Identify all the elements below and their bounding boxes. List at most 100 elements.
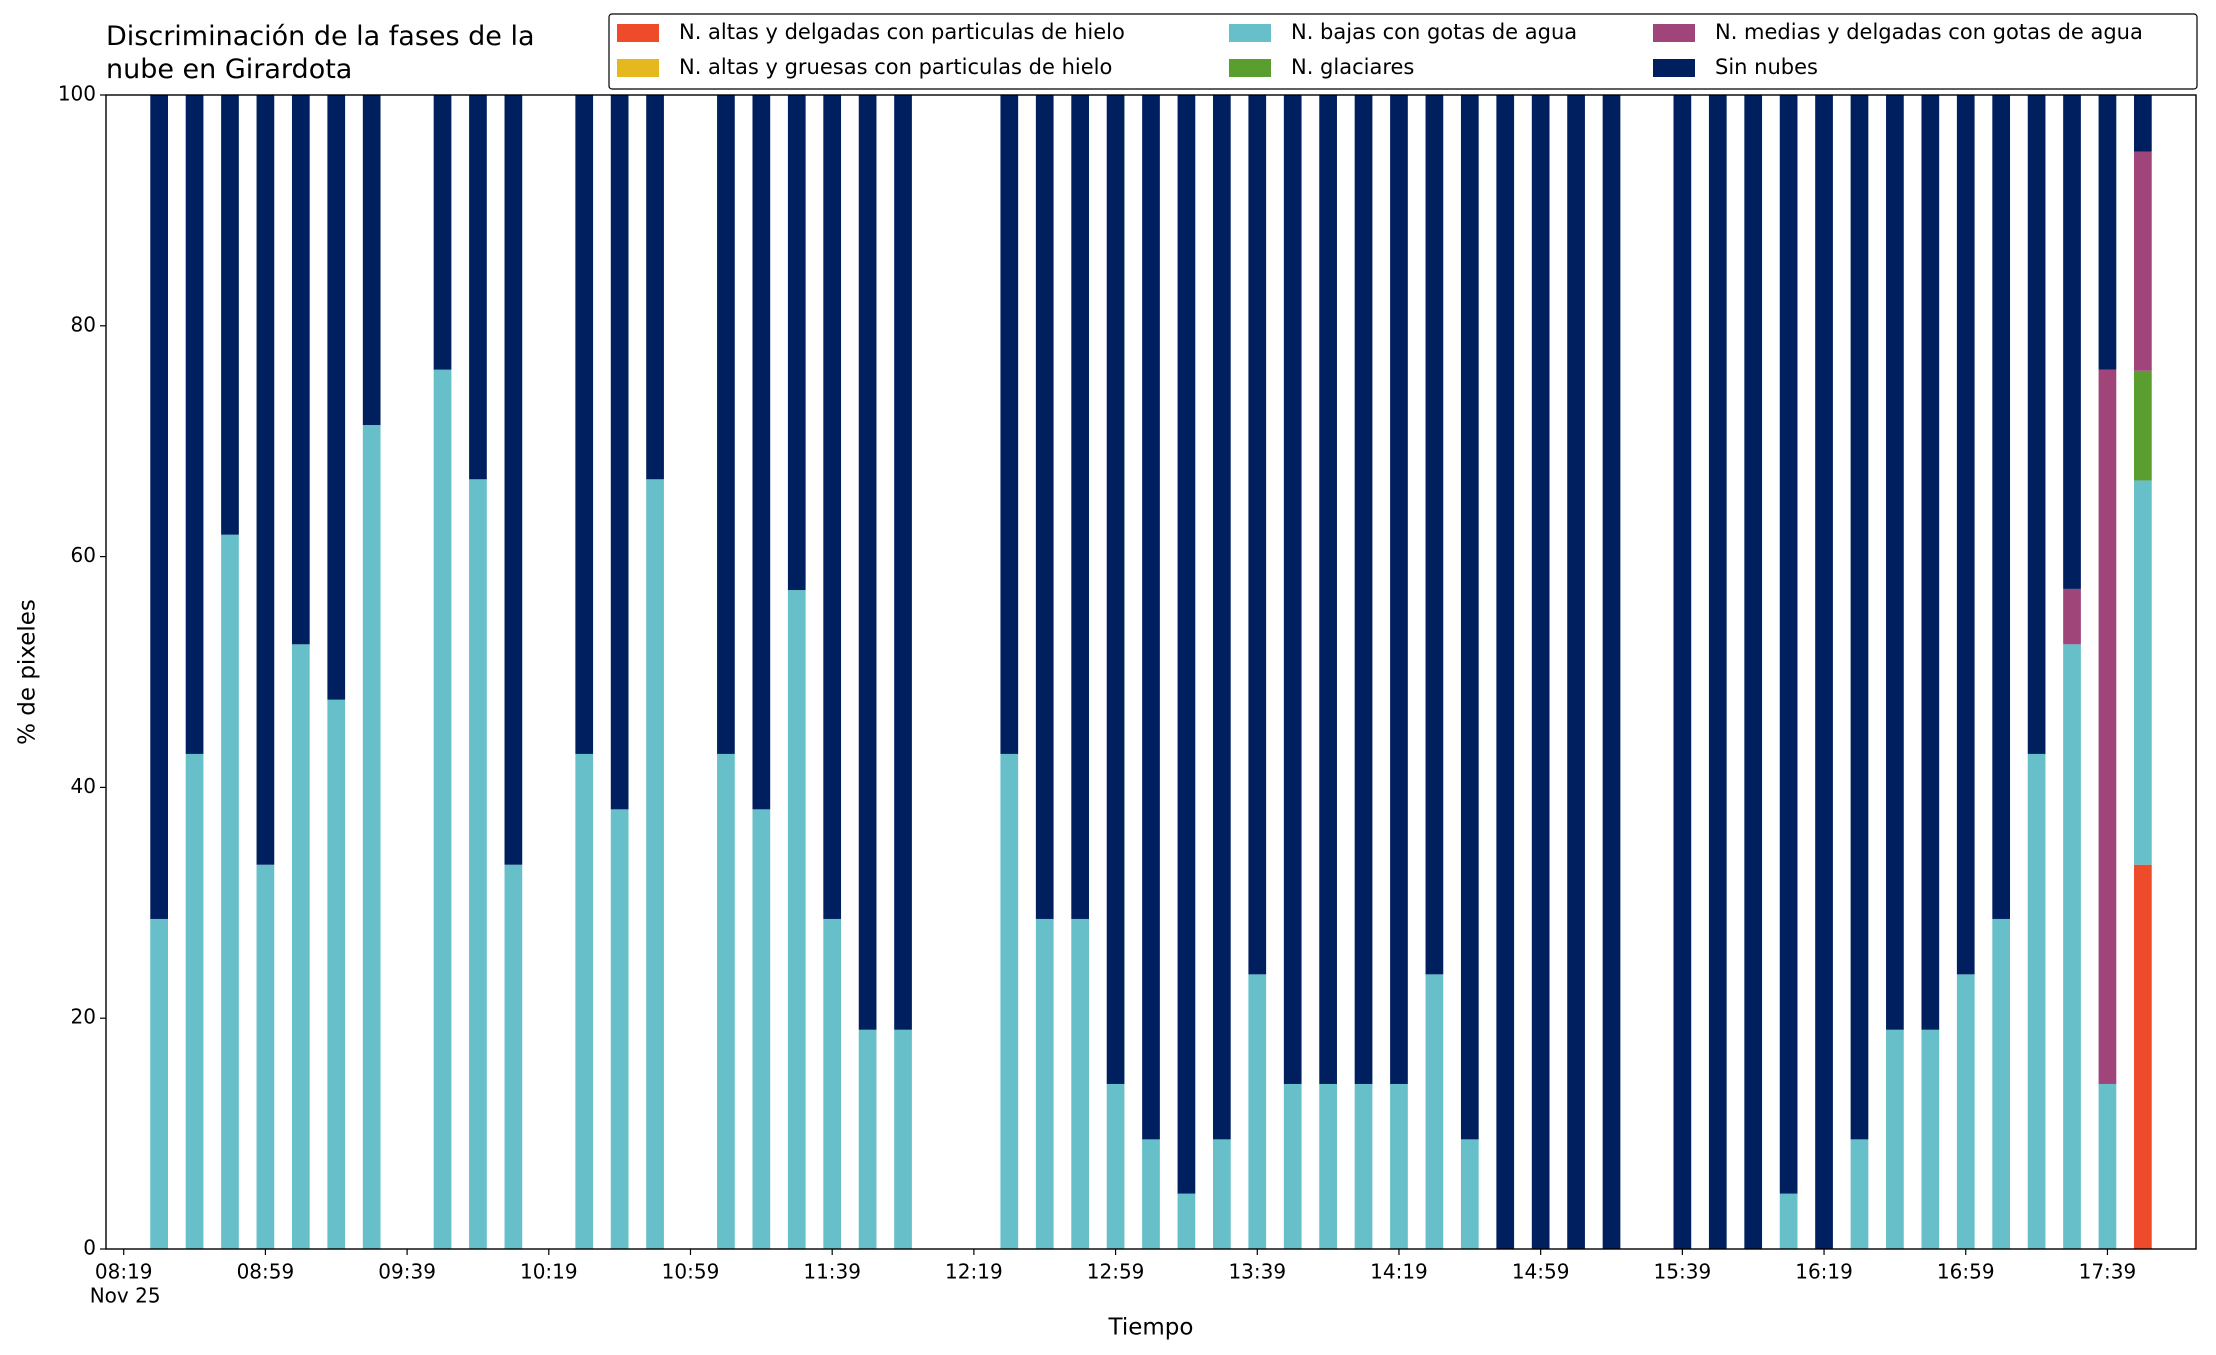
bar-segment [752,809,771,1249]
legend-swatch [1229,59,1271,77]
bar-segment [610,809,629,1249]
bar-segment [1744,95,1763,1249]
bar-segment [185,753,204,1249]
bar-segment [256,864,275,1249]
bar-segment [327,95,346,700]
y-tick-label: 40 [71,774,96,798]
x-tick-label: 16:59 [1937,1260,1995,1284]
bar-segment [1000,95,1019,754]
y-axis-label: % de pixeles [15,599,41,745]
bar-segment [469,95,487,480]
bar-segment [1921,1029,1940,1249]
x-tick-label: 17:39 [2079,1260,2137,1284]
bar-segment [1142,95,1160,1140]
bar-segment [2098,1083,2117,1249]
bar-segment [2027,753,2046,1249]
bar-segment [1460,1139,1479,1249]
bar-segment [1354,1083,1373,1249]
bar-segment [646,479,664,1250]
bar-segment [433,369,452,1250]
legend-swatch [617,59,659,77]
bar-segment [1956,974,1975,1249]
legend-swatch [1653,24,1695,42]
bar-segment [787,95,806,591]
bar-segment [858,95,877,1030]
y-tick-label: 0 [83,1236,96,1260]
bar-segment [858,1029,877,1249]
bar-segment [221,95,239,535]
bar-segment [1708,95,1727,1249]
bar-segment [575,753,594,1249]
bar-segment [2063,95,2081,589]
bar-segment [1496,95,1515,1249]
bar-segment [823,95,842,919]
bar-segment [646,95,664,480]
bar-segment [1992,95,2011,919]
x-tick-label: 12:59 [1087,1260,1145,1284]
bar-segment [1815,95,1833,1249]
x-tick-label: 16:19 [1795,1260,1853,1284]
bar-segment [2063,644,2081,1249]
legend-label: Sin nubes [1715,55,1818,79]
bar-segment [1779,1193,1798,1249]
x-axis-label: Tiempo [1108,1315,1194,1341]
bar-segment [1177,1193,1196,1249]
chart-title: Discriminación de la fases de la nube en… [106,21,535,85]
plot-frame [105,94,2197,1250]
bar-segment [717,95,735,754]
bar-segment [504,95,523,865]
bar-segment [1779,95,1798,1194]
legend-label: N. medias y delgadas con gotas de agua [1715,20,2143,44]
bar-segment [894,95,912,1030]
y-tick-label: 80 [71,312,96,336]
bar-segment [2098,369,2117,1084]
bar-segment [2063,588,2081,645]
bar-segment [1602,95,1621,1249]
legend-swatch [1229,24,1271,42]
bar-segment [610,95,629,810]
bar-segment [787,590,806,1249]
bar-segment [1850,95,1869,1140]
bar-segment [2134,151,2152,371]
bar-segment [291,644,310,1249]
bar-segment [1567,95,1585,1249]
bar-segment [1319,95,1337,1084]
bar-segment [1390,95,1408,1084]
x-tick-label: 11:39 [803,1260,861,1284]
bar-segment [2027,95,2046,754]
x-date-label: Nov 25 [90,1284,161,1308]
x-tick-label: 08:19 [95,1260,153,1284]
bar-segment [327,699,346,1249]
legend-label: N. bajas con gotas de agua [1291,20,1577,44]
legend-label: N. altas y gruesas con particulas de hie… [679,55,1112,79]
bar-segment [1035,918,1054,1249]
bar-segment [504,864,523,1249]
bar-segment [1673,95,1692,1249]
bar-segment [2134,95,2152,152]
legend-label: N. altas y delgadas con particulas de hi… [679,20,1125,44]
bar-segment [433,95,452,370]
bar-segment [1212,95,1231,1140]
bar-segment [1283,95,1302,1084]
bar-segment [2134,480,2152,865]
bar-segment [256,95,275,865]
bar-segment [469,479,487,1250]
bar-segment [1921,95,1940,1030]
bar-segment [1000,753,1019,1249]
bar-segment [1283,1083,1302,1249]
bar-segment [575,95,594,754]
x-tick-label: 08:59 [237,1260,295,1284]
bar-segment [1106,95,1125,1084]
bar-segment [150,918,168,1249]
bar-segment [1886,95,1904,1030]
bar-segment [717,753,735,1249]
bar-segment [291,95,310,645]
bar-segment [362,425,381,1249]
x-tick-label: 14:59 [1512,1260,1570,1284]
bar-segment [894,1029,912,1249]
x-tick-label: 15:39 [1654,1260,1712,1284]
bar-segment [221,534,239,1249]
bar-segment [1992,918,2011,1249]
bar-segment [1354,95,1373,1084]
x-tick-label: 13:39 [1228,1260,1286,1284]
